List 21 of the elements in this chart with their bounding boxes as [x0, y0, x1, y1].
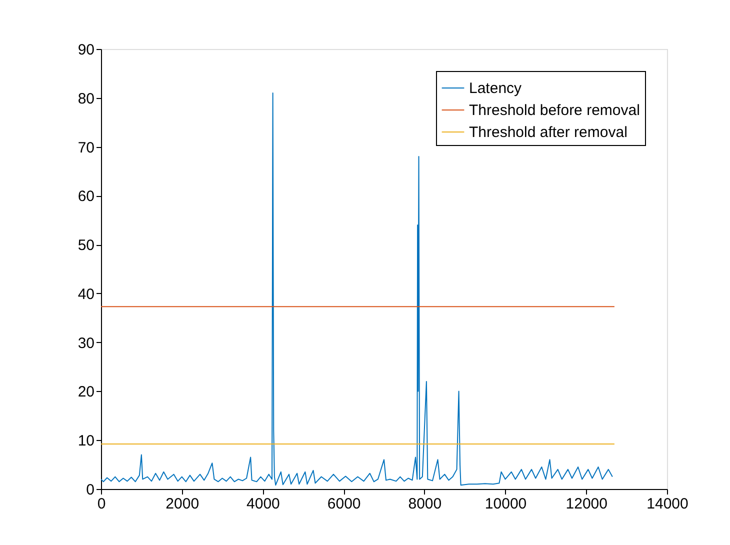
- x-tick-label: 8000: [408, 496, 442, 512]
- x-tick-label: 12000: [566, 496, 608, 512]
- y-tick-label: 20: [78, 384, 94, 401]
- x-tick-label: 10000: [484, 496, 527, 512]
- y-tick-label: 90: [78, 42, 94, 58]
- x-tick-label: 4000: [246, 496, 280, 512]
- x-tick-label: 14000: [646, 496, 688, 512]
- x-tick-label: 6000: [327, 496, 361, 512]
- legend-label: Threshold before removal: [469, 102, 640, 119]
- x-tick-label: 0: [97, 496, 106, 512]
- legend-label: Latency: [469, 80, 522, 97]
- y-tick-label: 80: [78, 90, 94, 108]
- y-tick-label: 50: [78, 237, 94, 254]
- x-tick-label: 2000: [166, 496, 200, 512]
- y-tick-label: 30: [78, 334, 94, 352]
- y-tick-label: 60: [78, 188, 94, 206]
- y-tick-label: 40: [78, 286, 94, 303]
- legend-label: Threshold after removal: [469, 124, 628, 141]
- y-tick-label: 10: [78, 432, 94, 450]
- y-tick-label: 0: [86, 482, 94, 498]
- y-tick-label: 70: [78, 139, 94, 156]
